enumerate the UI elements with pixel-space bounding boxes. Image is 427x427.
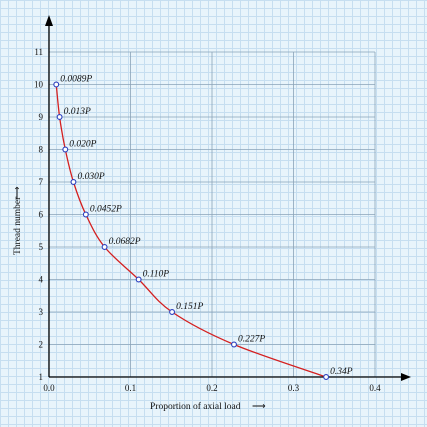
x-tick-label: 0.1 [125,383,136,393]
data-label: 0.151P [176,302,203,312]
y-tick-label: 2 [39,340,44,350]
y-tick-label: 1 [39,372,44,382]
y-axis-title: Thread number [13,196,23,255]
data-point [56,114,63,120]
y-tick-label: 7 [39,177,44,187]
axes [45,15,411,381]
load-curve [55,84,327,378]
data-label: 0.0089P [60,75,92,85]
x-tick-label: 0.4 [369,383,381,393]
y-tick-label: 8 [39,145,44,155]
data-point [231,341,237,348]
data-label: 0.0682P [109,237,141,247]
y-tick-label: 6 [39,210,44,220]
data-labels: 0.0089P 0.013P 0.020P 0.030P 0.0452P 0.0682P 0… [60,75,352,378]
x-axis-arrow [401,373,411,381]
data-label: 0.110P [143,270,170,280]
data-point [323,374,330,380]
data-point [53,81,60,88]
data-point [101,244,108,250]
x-tick-label: 0.0 [43,383,55,393]
data-label: 0.0452P [90,205,122,215]
y-axis-title-group: Thread number ⟶ [13,186,23,255]
y-tick-label: 11 [34,47,43,57]
data-point [70,179,77,185]
data-point [82,211,89,218]
data-label: 0.020P [69,140,96,150]
data-points [53,81,330,380]
y-axis-arrow [45,15,53,26]
y-tick-label: 5 [39,242,44,252]
x-tick-label: 0.2 [206,383,217,393]
y-tick-label: 9 [39,112,44,122]
data-label: 0.34P [330,367,353,377]
y-axis-title-arrow: ⟶ [13,186,23,200]
data-label: 0.030P [77,172,104,182]
x-tick-label: 0.3 [288,383,300,393]
data-point [169,309,176,315]
y-tick-label: 10 [34,80,44,90]
x-axis-title-arrow: ⟶ [252,402,266,412]
tick-labels: 0.0 0.1 0.2 0.3 0.4 1 2 3 4 5 6 7 8 9 10 11 [34,47,381,393]
y-tick-label: 3 [39,307,44,317]
data-label: 0.227P [238,335,265,345]
x-axis-title: Proportion of axial load [150,401,241,412]
major-grid [48,51,376,378]
data-label: 0.013P [64,107,91,117]
data-point [62,146,69,153]
data-point [135,276,142,283]
y-tick-label: 4 [39,275,44,285]
